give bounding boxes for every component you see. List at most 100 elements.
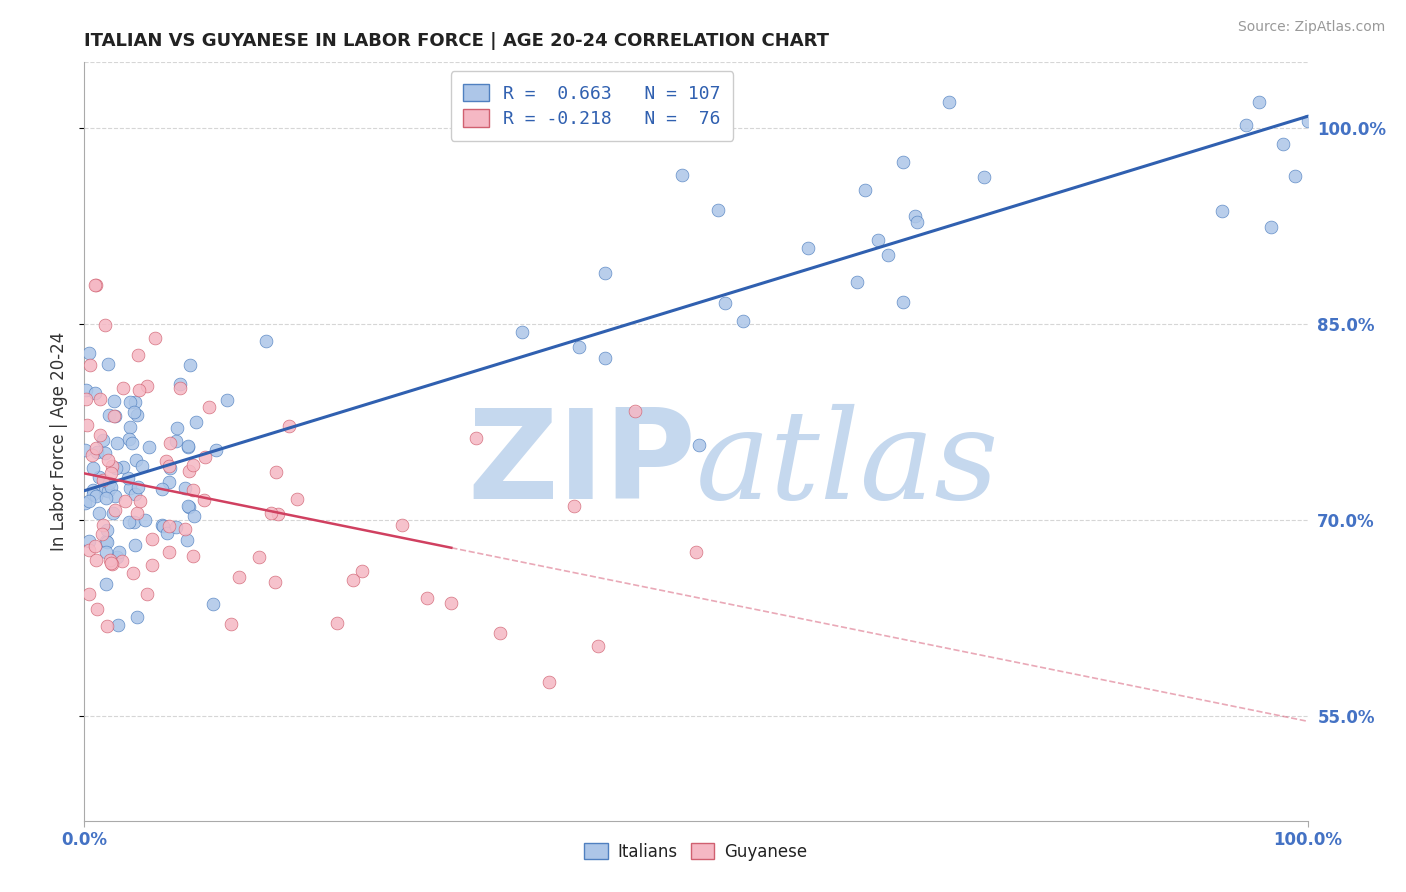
Point — [94, 577, 117, 591]
Point — [124, 395, 146, 409]
Point — [217, 393, 239, 408]
Point — [169, 376, 191, 391]
Point — [186, 415, 208, 429]
Point — [136, 378, 159, 392]
Point — [105, 436, 128, 450]
Point — [285, 491, 308, 506]
Point — [124, 486, 146, 500]
Point — [905, 215, 928, 229]
Point — [94, 483, 117, 497]
Point — [538, 674, 561, 689]
Point — [100, 467, 122, 481]
Point — [1211, 203, 1233, 218]
Point — [134, 513, 156, 527]
Point — [155, 453, 177, 467]
Point — [593, 351, 616, 365]
Point — [127, 348, 149, 362]
Point — [100, 557, 122, 571]
Point — [79, 587, 101, 601]
Point — [624, 404, 647, 418]
Point — [104, 503, 127, 517]
Point — [94, 533, 117, 548]
Point — [586, 639, 609, 653]
Point — [120, 420, 142, 434]
Point — [855, 183, 877, 197]
Point — [714, 296, 737, 310]
Point — [101, 458, 124, 473]
Text: atlas: atlas — [696, 403, 1000, 525]
Point — [104, 489, 127, 503]
Point — [97, 452, 120, 467]
Point — [733, 313, 755, 327]
Point — [117, 471, 139, 485]
Point — [124, 538, 146, 552]
Text: Source: ZipAtlas.com: Source: ZipAtlas.com — [1237, 20, 1385, 34]
Point — [157, 458, 180, 473]
Legend: Italians, Guyanese: Italians, Guyanese — [576, 835, 815, 869]
Point — [91, 433, 114, 447]
Point — [1284, 169, 1306, 184]
Point — [221, 616, 243, 631]
Point — [86, 602, 108, 616]
Point — [440, 596, 463, 610]
Point — [73, 495, 96, 509]
Point — [125, 610, 148, 624]
Point — [177, 439, 200, 453]
Point — [94, 545, 117, 559]
Point — [159, 435, 181, 450]
Point — [94, 446, 117, 460]
Point — [263, 575, 285, 590]
Point — [277, 418, 299, 433]
Point — [593, 266, 616, 280]
Point — [73, 443, 96, 458]
Point — [169, 381, 191, 395]
Point — [118, 432, 141, 446]
Point — [176, 533, 198, 547]
Point — [183, 509, 205, 524]
Point — [96, 534, 118, 549]
Text: ZIP: ZIP — [467, 404, 696, 524]
Point — [131, 459, 153, 474]
Point — [567, 340, 589, 354]
Point — [193, 493, 215, 508]
Point — [118, 515, 141, 529]
Point — [125, 408, 148, 422]
Point — [89, 428, 111, 442]
Point — [87, 469, 110, 483]
Point — [877, 248, 900, 262]
Point — [136, 587, 159, 601]
Point — [157, 519, 180, 533]
Point — [112, 381, 135, 395]
Point — [198, 400, 221, 414]
Point — [122, 515, 145, 529]
Point — [97, 483, 120, 498]
Point — [1260, 219, 1282, 234]
Point — [114, 494, 136, 508]
Point — [510, 325, 533, 339]
Point — [141, 532, 163, 546]
Point — [179, 500, 201, 514]
Point — [108, 545, 131, 559]
Point — [96, 523, 118, 537]
Point — [82, 448, 104, 462]
Point — [100, 480, 122, 494]
Point — [159, 461, 181, 475]
Point — [176, 440, 198, 454]
Point — [1272, 136, 1295, 151]
Point — [1236, 118, 1258, 132]
Point — [82, 483, 104, 498]
Point — [125, 453, 148, 467]
Point — [904, 209, 927, 223]
Point — [845, 275, 868, 289]
Point — [796, 241, 818, 255]
Point — [181, 458, 204, 472]
Point — [107, 617, 129, 632]
Point — [254, 334, 277, 348]
Point — [105, 550, 128, 565]
Point — [84, 553, 107, 567]
Point — [205, 442, 228, 457]
Point — [100, 556, 122, 570]
Point — [706, 202, 728, 217]
Point — [127, 480, 149, 494]
Point — [228, 570, 250, 584]
